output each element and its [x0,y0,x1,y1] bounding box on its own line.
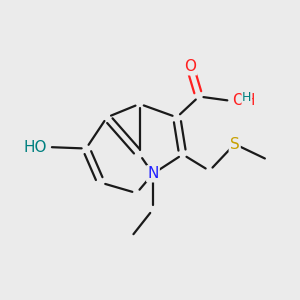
Text: H: H [242,92,251,104]
Text: N: N [147,166,159,181]
Text: S: S [230,136,240,152]
Text: HO: HO [24,140,47,154]
Text: OH: OH [232,94,255,109]
Text: O: O [184,59,196,74]
